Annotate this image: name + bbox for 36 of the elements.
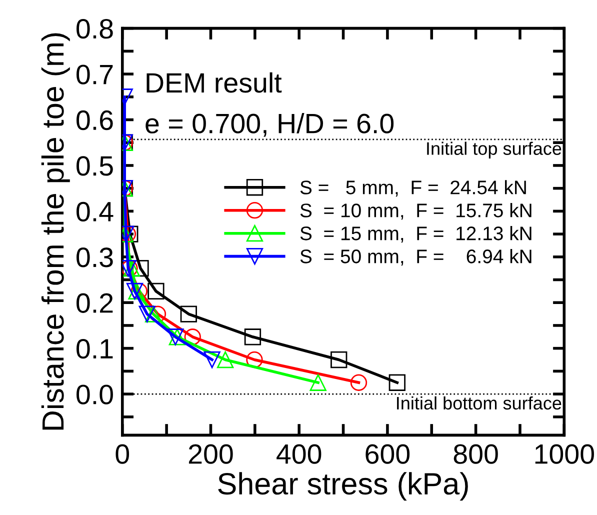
ref-line-label: Initial bottom surface [397, 396, 562, 410]
x-tick-label: 800 [454, 444, 498, 464]
point [216, 351, 234, 368]
y-tick-label: 0.3 [76, 248, 113, 268]
y-tick-label: 0.6 [76, 110, 113, 130]
point [244, 328, 262, 346]
point [138, 306, 156, 322]
x-tick-label: 400 [276, 444, 322, 464]
point [180, 306, 197, 322]
point [350, 374, 368, 391]
ref-line-label: Initial top surface [427, 142, 562, 159]
y-tick-label: 0.2 [76, 293, 113, 313]
x-tick-label: 600 [366, 444, 410, 464]
y-tick-label: 0.7 [76, 64, 113, 84]
y-axis-title: Distance from the pile toe (m) [41, 33, 70, 430]
legend-label: S = 5 mm, F = 24.54 kN [300, 180, 526, 197]
y-tick-label: 0.4 [76, 202, 114, 222]
legend-label: S = 15 mm, F = 12.13 kN [300, 226, 532, 243]
point [204, 351, 220, 368]
x-tick-label: 0 [116, 444, 130, 464]
x-tick-label: 1000 [535, 444, 594, 464]
legend-label: S = 10 mm, F = 15.75 kN [300, 203, 532, 220]
y-tick-label: 0.0 [76, 384, 113, 404]
x-axis-title: Shear stress (kPa) [218, 472, 468, 501]
x-tick-label: 200 [188, 444, 233, 464]
legend-label: S = 50 mm, F = 6.94 kN [300, 249, 532, 266]
y-tick-label: 0.5 [76, 156, 113, 176]
y-tick-label: 0.8 [76, 18, 113, 39]
point [148, 282, 164, 300]
point [330, 351, 348, 368]
point [310, 374, 326, 391]
annotation: e = 0.700, H/D = 6.0 [146, 113, 394, 137]
y-tick-label: 0.1 [76, 338, 113, 359]
point [388, 374, 406, 391]
annotation: DEM result [146, 72, 282, 93]
point [144, 306, 162, 322]
